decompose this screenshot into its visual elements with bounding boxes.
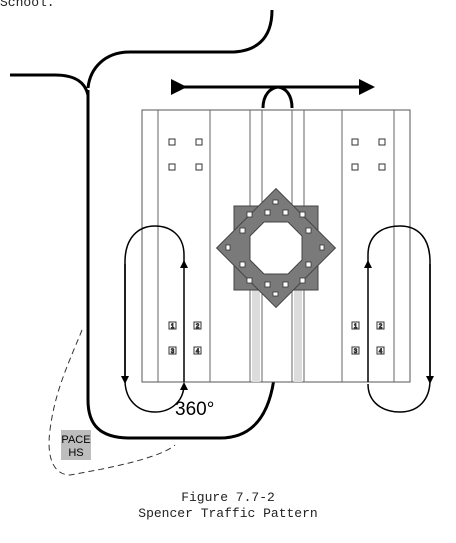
pace-label-line2: HS bbox=[68, 447, 83, 459]
numbered-markers: 1 2 3 4 1 2 3 4 bbox=[168, 321, 385, 356]
top-arrow-fork bbox=[261, 85, 294, 109]
pace-label-line1: PACE bbox=[61, 434, 90, 446]
marker-label: 1 bbox=[171, 324, 175, 330]
marker-label: 4 bbox=[196, 349, 200, 355]
pace-hs-box bbox=[61, 430, 91, 460]
approach-road-left bbox=[10, 73, 90, 96]
top-markers bbox=[168, 138, 386, 171]
marker-label: 2 bbox=[379, 324, 383, 330]
header-fragment: School. bbox=[0, 0, 55, 10]
marker-label: 3 bbox=[171, 349, 175, 355]
lane-stripe-right bbox=[294, 290, 302, 382]
approach-road-top bbox=[86, 9, 274, 89]
marker-label: 2 bbox=[196, 324, 200, 330]
pace-dashed-zone bbox=[48, 329, 176, 476]
marker-label: 4 bbox=[379, 349, 383, 355]
right-lane-loop bbox=[367, 225, 431, 413]
marker-label: 1 bbox=[354, 324, 358, 330]
octagon-apparatus bbox=[215, 187, 337, 309]
lane-stripe-left bbox=[252, 290, 260, 382]
caption-figure-number: Figure 7.7-2 bbox=[181, 490, 275, 505]
left-lane-loop bbox=[124, 225, 188, 413]
caption-title: Spencer Traffic Pattern bbox=[138, 506, 318, 521]
main-traffic-loop bbox=[86, 90, 282, 440]
rotation-label: 360° bbox=[175, 399, 214, 420]
marker-label: 3 bbox=[354, 349, 358, 355]
